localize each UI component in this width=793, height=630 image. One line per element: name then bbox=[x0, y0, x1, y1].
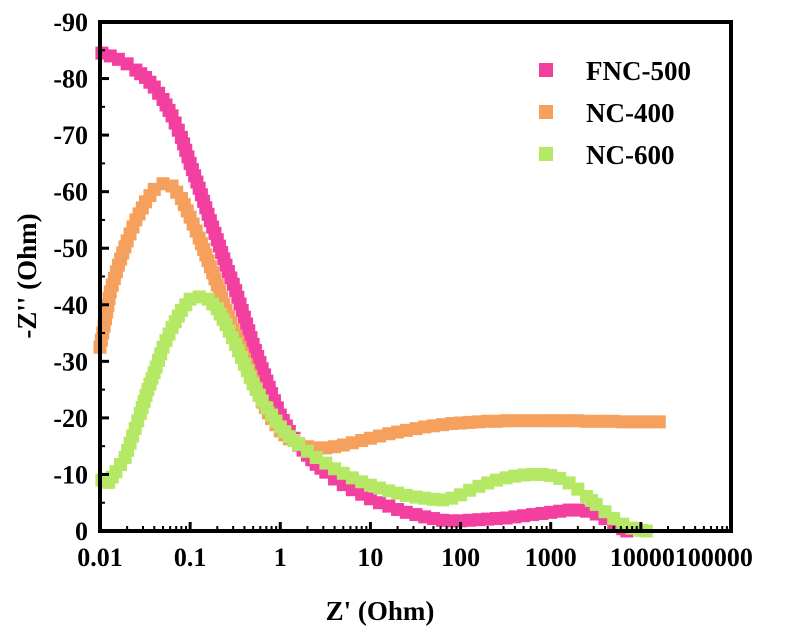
x-tick-label: 1000 bbox=[525, 543, 577, 572]
y-tick-label: -80 bbox=[53, 65, 88, 94]
y-axis-title: -Z'' (Ohm) bbox=[12, 213, 42, 338]
x-tick-label: 10000 bbox=[610, 543, 675, 572]
legend-item-nc-400: NC-400 bbox=[539, 98, 675, 128]
x-tick-labels: 0.01 0.1 1 10 100 1000 10000 100000 bbox=[77, 543, 753, 572]
y-tick-labels: 0 -10 -20 -30 -40 -50 -60 -70 -80 -90 bbox=[53, 8, 88, 546]
y-tick-label: 0 bbox=[75, 517, 88, 546]
y-tick-label: -60 bbox=[53, 178, 88, 207]
y-tick-label: -30 bbox=[53, 347, 88, 376]
y-tick-label: -50 bbox=[53, 234, 88, 263]
ticks-layer bbox=[98, 20, 733, 533]
y-tick-label: -20 bbox=[53, 404, 88, 433]
y-tick-label: -70 bbox=[53, 121, 88, 150]
legend-label: NC-600 bbox=[586, 140, 675, 170]
y-tick-label: -90 bbox=[53, 8, 88, 37]
data-point bbox=[652, 415, 666, 429]
x-tick-label: 0.01 bbox=[77, 543, 123, 572]
series-nc-600 bbox=[95, 290, 653, 538]
y-tick-label: -40 bbox=[53, 291, 88, 320]
legend-swatch bbox=[539, 105, 553, 119]
legend-item-fnc-500: FNC-500 bbox=[539, 56, 691, 86]
legend-item-nc-600: NC-600 bbox=[539, 140, 675, 170]
series-layer bbox=[93, 46, 666, 538]
x-tick-label: 0.1 bbox=[174, 543, 207, 572]
legend-swatch bbox=[539, 147, 553, 161]
legend-swatch bbox=[539, 63, 553, 77]
x-tick-label: 1 bbox=[274, 543, 287, 572]
x-tick-label: 100 bbox=[441, 543, 480, 572]
y-tick-label: -10 bbox=[53, 460, 88, 489]
x-tick-label: 100000 bbox=[675, 543, 753, 572]
legend: FNC-500 NC-400 NC-600 bbox=[539, 56, 691, 170]
legend-label: NC-400 bbox=[586, 98, 675, 128]
series-fnc-500 bbox=[95, 46, 634, 538]
x-axis-title: Z' (Ohm) bbox=[326, 596, 435, 626]
legend-label: FNC-500 bbox=[586, 56, 691, 86]
x-tick-label: 10 bbox=[357, 543, 383, 572]
